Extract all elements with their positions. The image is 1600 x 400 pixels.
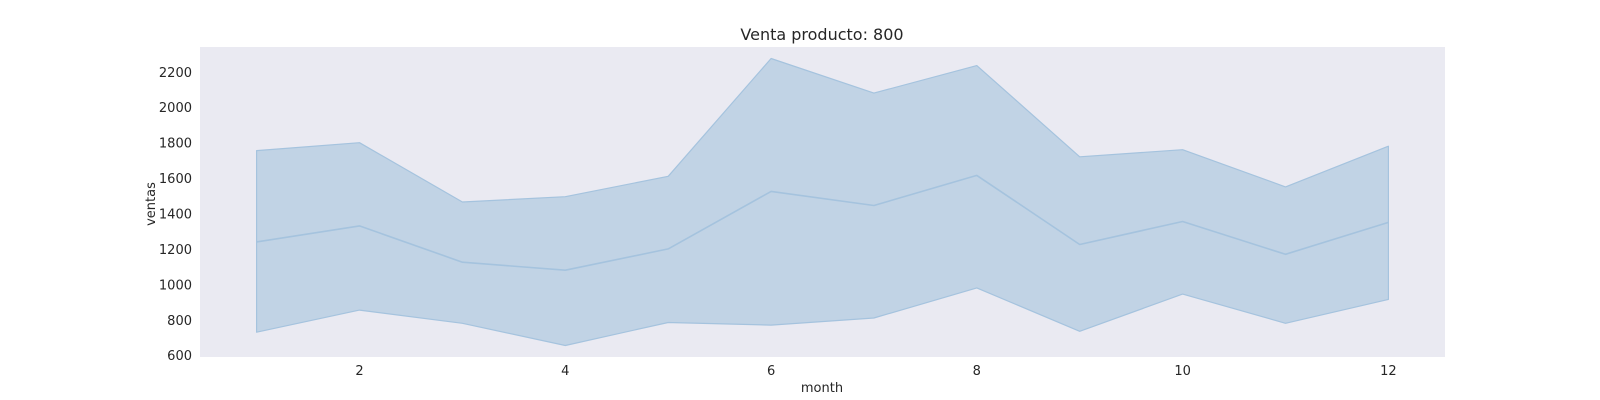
- chart-title: Venta producto: 800: [740, 25, 903, 44]
- band-layer: [256, 57, 1389, 347]
- mean-line: [256, 174, 1389, 272]
- x-axis-label: month: [801, 381, 843, 396]
- y-axis-ticks: 600 800 1000 1200 1400 1600 1800 2000 2200: [159, 66, 192, 364]
- y-tick-label: 1200: [159, 243, 192, 258]
- x-tick-label: 10: [1174, 364, 1191, 379]
- y-tick-label: 1000: [159, 278, 192, 293]
- y-tick-label: 1400: [159, 208, 192, 223]
- x-tick-label: 8: [973, 364, 981, 379]
- confidence-band: [256, 57, 1389, 347]
- y-tick-label: 1800: [159, 137, 192, 152]
- y-tick-label: 1600: [159, 172, 192, 187]
- x-tick-label: 4: [561, 364, 569, 379]
- x-tick-label: 6: [767, 364, 775, 379]
- y-tick-label: 600: [167, 349, 192, 364]
- x-tick-label: 12: [1380, 364, 1397, 379]
- y-tick-label: 2000: [159, 101, 192, 116]
- x-axis-ticks: 2 4 6 8 10 12: [355, 364, 1396, 379]
- y-tick-label: 2200: [159, 66, 192, 81]
- y-tick-label: 800: [167, 314, 192, 329]
- y-axis-label: ventas: [144, 182, 159, 226]
- x-tick-label: 2: [355, 364, 363, 379]
- line-layer: [256, 174, 1389, 272]
